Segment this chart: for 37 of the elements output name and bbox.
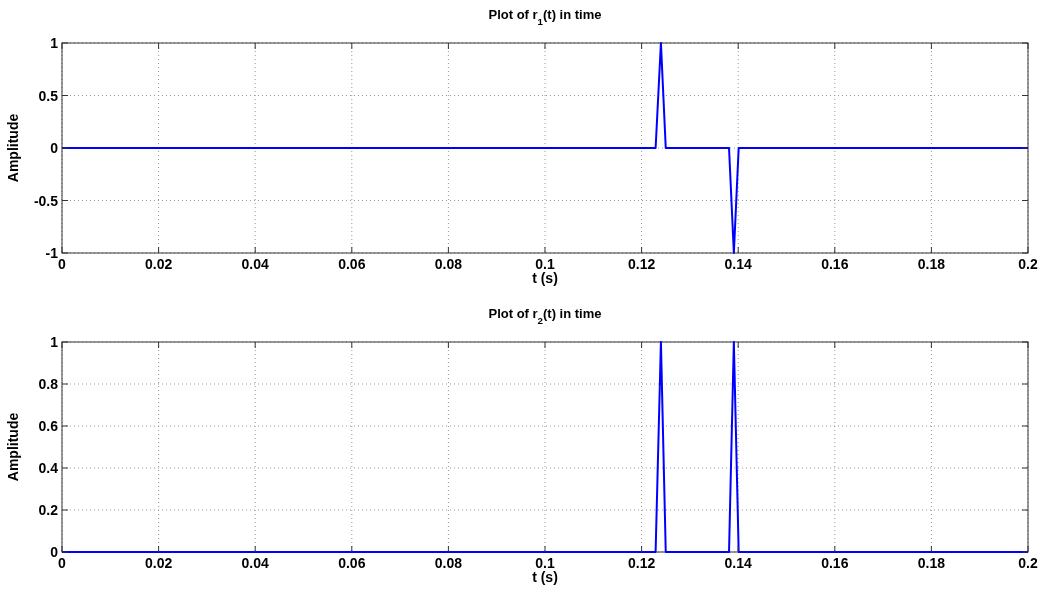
y-axis-title: Amplitude [5, 113, 21, 183]
y-tick-label: 0.6 [38, 418, 59, 434]
chart-title: Plot of r$_{1}$(t) in time [488, 7, 602, 27]
x-tick-label: 0.18 [917, 256, 946, 272]
x-tick-label: 0.04 [241, 555, 270, 571]
chart-title: Plot of r$_{2}$(t) in time [488, 306, 602, 326]
x-tick-label: 0.18 [917, 555, 946, 571]
x-axis-title: t (s) [532, 270, 558, 286]
x-tick-label: 0.02 [144, 555, 173, 571]
y-tick-label: -0.5 [33, 192, 59, 209]
y-tick-label: 0.2 [38, 502, 59, 518]
x-tick-label: 0.08 [434, 555, 463, 571]
x-tick-label: 0.08 [434, 256, 463, 272]
y-axis-title: Amplitude [5, 412, 21, 482]
x-tick-label: 0.2 [1018, 555, 1038, 571]
y-tick-label: 0 [50, 544, 59, 560]
x-tick-label: 0.04 [241, 256, 270, 272]
x-tick-label: 0.16 [821, 256, 849, 272]
x-tick-label: 0.12 [627, 256, 656, 272]
x-tick-label: 0.2 [1018, 256, 1038, 272]
x-tick-label: 0.12 [627, 555, 656, 571]
y-tick-label: 0 [50, 140, 59, 156]
y-tick-label: 1 [50, 35, 59, 51]
x-tick-label: 0.1 [535, 256, 555, 272]
x-tick-label: 0.06 [338, 256, 366, 272]
y-tick-label: 0.5 [38, 87, 59, 104]
y-tick-label: 0.4 [38, 460, 59, 476]
x-tick-label: 0.16 [821, 555, 849, 571]
y-tick-label: -1 [45, 245, 59, 261]
x-tick-label: 0.14 [724, 256, 753, 272]
x-tick-label: 0.1 [535, 555, 555, 571]
y-tick-label: 0.8 [38, 376, 59, 392]
x-tick-label: 0.02 [144, 256, 173, 272]
x-tick-label: 0.14 [724, 555, 753, 571]
x-tick-label: 0.06 [338, 555, 366, 571]
x-axis-title: t (s) [532, 569, 558, 585]
y-tick-label: 1 [50, 334, 59, 350]
